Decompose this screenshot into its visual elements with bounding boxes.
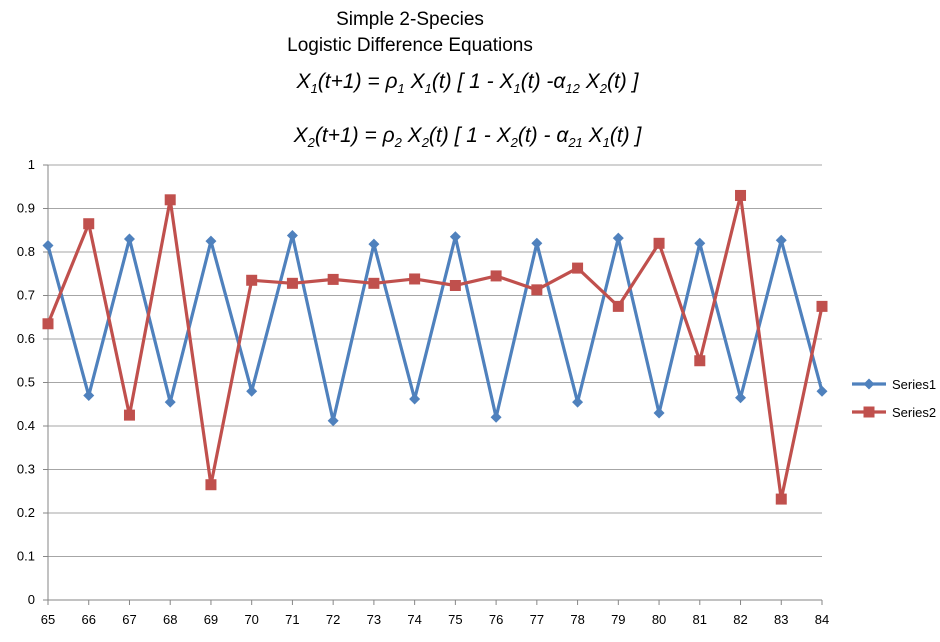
x-tick-label: 65 <box>41 612 55 627</box>
series1-point <box>368 238 380 250</box>
y-tick-label: 0.3 <box>17 462 35 477</box>
legend-label: Series1 <box>892 377 936 392</box>
series1-point <box>83 390 95 402</box>
legend-marker <box>863 378 875 390</box>
series2-point <box>42 318 54 330</box>
series1-point <box>816 385 828 397</box>
series2-point <box>775 493 787 505</box>
series1-point <box>775 234 787 246</box>
series1-point <box>531 237 543 249</box>
series2-point <box>286 277 298 289</box>
series1-point <box>735 392 747 404</box>
series2-point <box>246 274 258 286</box>
x-tick-label: 77 <box>530 612 544 627</box>
legend-marker <box>863 406 875 418</box>
series2-point <box>735 189 747 201</box>
series2-point <box>83 218 95 230</box>
series1-line <box>46 233 824 423</box>
x-tick-label: 81 <box>693 612 707 627</box>
series1-point <box>246 385 258 397</box>
series1-point <box>205 235 217 247</box>
y-tick-label: 0.7 <box>17 288 35 303</box>
y-tick-label: 0.8 <box>17 244 35 259</box>
series2-line <box>46 193 824 501</box>
series1-point <box>164 396 176 408</box>
series1-point <box>490 411 502 423</box>
series2-point <box>449 279 461 291</box>
legend-label: Series2 <box>892 405 936 420</box>
y-tick-label: 0.1 <box>17 549 35 564</box>
series2-point <box>205 479 217 491</box>
x-tick-label: 84 <box>815 612 829 627</box>
chart-title-line1: Simple 2-Species <box>336 9 484 30</box>
series1-point <box>612 232 624 244</box>
series2-point <box>490 270 502 282</box>
x-tick-label: 76 <box>489 612 503 627</box>
series1-point <box>286 229 298 241</box>
chart-title-line2: Logistic Difference Equations <box>287 35 533 56</box>
x-tick-label: 74 <box>407 612 421 627</box>
equation-1: X1(t+1) = ρ1 X1(t) [ 1 - X1(t) -α12 X2(t… <box>296 70 639 97</box>
y-tick-label: 0 <box>28 592 35 607</box>
series2-point <box>164 194 176 206</box>
series1-point <box>327 415 339 427</box>
equation-2: X2(t+1) = ρ2 X2(t) [ 1 - X2(t) - α21 X1(… <box>293 124 642 151</box>
y-tick-label: 0.5 <box>17 375 35 390</box>
x-tick-label: 80 <box>652 612 666 627</box>
x-tick-label: 79 <box>611 612 625 627</box>
x-tick-label: 70 <box>244 612 258 627</box>
x-tick-label: 83 <box>774 612 788 627</box>
x-tick-label: 67 <box>122 612 136 627</box>
y-tick-label: 0.9 <box>17 201 35 216</box>
series2-point <box>694 355 706 367</box>
x-tick-label: 68 <box>163 612 177 627</box>
series2-point <box>368 277 380 289</box>
series2-point <box>409 273 421 285</box>
series1-point <box>123 233 135 245</box>
series1-point <box>653 407 665 419</box>
y-tick-label: 0.4 <box>17 418 35 433</box>
x-tick-label: 69 <box>204 612 218 627</box>
series1-point <box>42 239 54 251</box>
x-tick-label: 71 <box>285 612 299 627</box>
series2-point <box>531 284 543 296</box>
series1-point <box>409 393 421 405</box>
series2-point <box>816 300 828 312</box>
y-tick-label: 0.2 <box>17 505 35 520</box>
x-tick-label: 73 <box>367 612 381 627</box>
series2-point <box>653 237 665 249</box>
x-tick-label: 78 <box>570 612 584 627</box>
series1-point <box>449 231 461 243</box>
x-tick-label: 72 <box>326 612 340 627</box>
x-tick-label: 75 <box>448 612 462 627</box>
series2-point <box>612 300 624 312</box>
y-tick-label: 1 <box>28 157 35 172</box>
series2-point <box>327 273 339 285</box>
x-tick-label: 82 <box>733 612 747 627</box>
series2-point <box>123 409 135 421</box>
series1-point <box>572 396 584 408</box>
y-tick-label: 0.6 <box>17 331 35 346</box>
x-tick-label: 66 <box>82 612 96 627</box>
series2-point <box>572 262 584 274</box>
series1-point <box>694 237 706 249</box>
